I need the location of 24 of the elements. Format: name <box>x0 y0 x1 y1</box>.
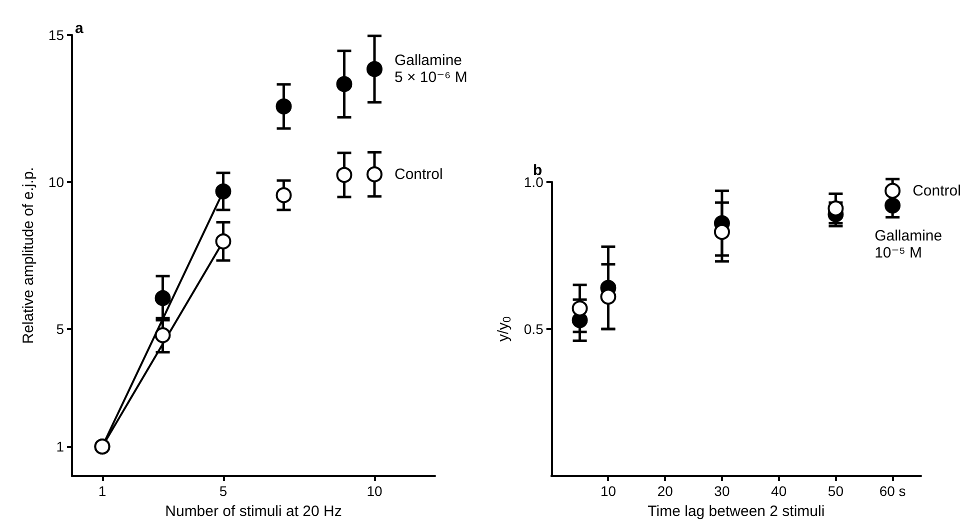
y-tick-label: 5 <box>56 321 64 337</box>
x-tick-label: 5 <box>219 483 228 499</box>
x-tick-label: 1 <box>98 483 106 499</box>
x-tick-label: 10 <box>600 483 616 499</box>
y-tick-label: 15 <box>48 27 64 43</box>
series-label: Gallamine 5 × 10⁻⁶ M <box>394 52 468 86</box>
y-tick-label: 1.0 <box>524 174 544 190</box>
x-tick-label: 10 <box>366 483 382 499</box>
x-tick-label: 50 <box>828 483 844 499</box>
x-tick-label: 30 <box>714 483 730 499</box>
x-tick-label: 60 s <box>879 483 906 499</box>
y-tick-label: 10 <box>48 174 64 190</box>
x-axis-title: Number of stimuli at 20 Hz <box>165 503 342 520</box>
series-label: Gallamine 10⁻⁵ M <box>874 228 942 262</box>
y-axis-title: Relative amplitude of e.j.p. <box>20 167 37 344</box>
series-label: Control <box>912 182 961 200</box>
chart-title: a <box>75 20 84 37</box>
x-tick-label: 20 <box>657 483 674 499</box>
x-axis-title: Time lag between 2 stimuli <box>648 503 825 520</box>
series-label: Control <box>394 166 443 183</box>
y-tick-label: 0.5 <box>524 321 544 337</box>
y-tick-label: 1 <box>56 438 64 455</box>
y-axis-title: y/y0 <box>495 316 514 342</box>
x-tick-label: 40 <box>771 483 787 499</box>
